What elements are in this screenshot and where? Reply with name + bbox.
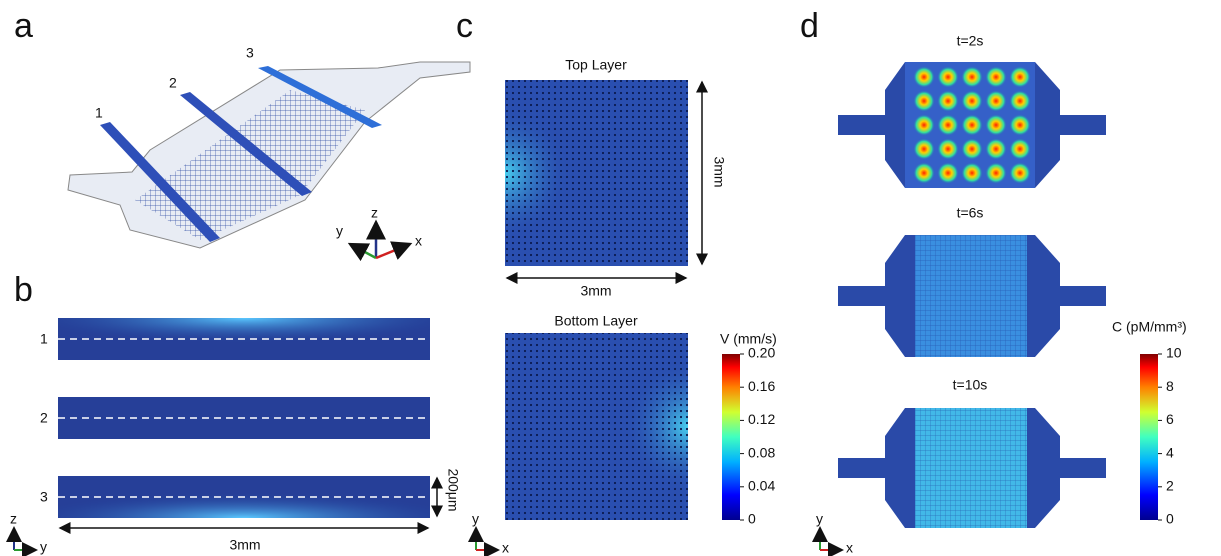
axis-arrow: [376, 244, 410, 258]
concentration-spot: [1009, 114, 1031, 136]
panel-b: b 1 2 3 200μm 3mm z y: [10, 271, 461, 555]
dimension-label: 3mm: [580, 283, 611, 299]
colorbar-tick-label: 10: [1166, 345, 1182, 361]
concentration-spot: [1009, 90, 1031, 112]
channel-label: 2: [169, 75, 177, 91]
channel-label: 1: [40, 331, 48, 347]
concentration-spot: [1009, 162, 1031, 184]
dimension-label: 3mm: [711, 156, 727, 187]
concentration-spot: [937, 90, 959, 112]
axis-label: y: [40, 539, 47, 555]
axis-label: x: [846, 540, 853, 556]
colorbar-tick-label: 0: [748, 511, 756, 527]
panel-label: d: [800, 7, 819, 45]
axis-arrow: [350, 244, 376, 258]
concentration-spot: [913, 162, 935, 184]
concentration-spot: [937, 114, 959, 136]
concentration-spot: [913, 114, 935, 136]
channel-label: 3: [246, 45, 254, 61]
axis-label: x: [415, 233, 422, 249]
colorbar-tick-label: 2: [1166, 478, 1174, 494]
colorbar-tick-label: 0.20: [748, 345, 775, 361]
axis-label: y: [472, 511, 479, 527]
concentration-spot: [1009, 66, 1031, 88]
colorbar-tick-label: 0.04: [748, 478, 775, 494]
colorbar-tick-label: 4: [1166, 444, 1174, 460]
figure: a 1 2 3 z y x b 1 2 3 200μm 3mm z y c To…: [0, 0, 1221, 556]
concentration-spot: [937, 66, 959, 88]
colorbar: [1140, 354, 1158, 520]
pillar-array: [505, 333, 688, 520]
colorbar: [722, 354, 740, 520]
dimension-label: 200μm: [445, 468, 461, 511]
time-label: t=10s: [953, 377, 988, 393]
colorbar-title: C (pM/mm³): [1112, 319, 1187, 335]
concentration-spot: [985, 114, 1007, 136]
axis-label: z: [10, 511, 17, 527]
concentration-spot: [913, 90, 935, 112]
pillar-grid: [915, 235, 1027, 357]
axis-label: y: [816, 511, 823, 527]
colorbar-tick-label: 0.12: [748, 411, 775, 427]
axis-label: y: [336, 223, 343, 239]
concentration-spot: [913, 138, 935, 160]
channel-label: 2: [40, 410, 48, 426]
colorbar-tick-label: 0.16: [748, 378, 775, 394]
concentration-spot: [937, 162, 959, 184]
pillar-grid: [915, 408, 1027, 528]
concentration-spot: [985, 138, 1007, 160]
layer-title: Bottom Layer: [554, 313, 638, 329]
colorbar-tick-label: 8: [1166, 378, 1174, 394]
layer-title: Top Layer: [565, 57, 627, 73]
panel-label: c: [456, 7, 473, 45]
channel-label: 3: [40, 489, 48, 505]
colorbar-tick-label: 0: [1166, 511, 1174, 527]
concentration-spot: [961, 162, 983, 184]
concentration-spot: [961, 114, 983, 136]
concentration-spot: [985, 162, 1007, 184]
axis-label: x: [502, 540, 509, 556]
pillar-array: [505, 80, 688, 266]
axis-label: z: [371, 205, 378, 221]
channel-label: 1: [95, 105, 103, 121]
panel-label: b: [14, 271, 33, 309]
concentration-spot: [961, 138, 983, 160]
time-label: t=6s: [957, 205, 984, 221]
concentration-spot: [985, 90, 1007, 112]
concentration-spot: [1009, 138, 1031, 160]
concentration-spot: [913, 66, 935, 88]
concentration-spot: [961, 66, 983, 88]
panel-label: a: [14, 7, 33, 45]
panel-a: a 1 2 3 z y x: [14, 7, 470, 258]
dimension-label: 3mm: [229, 537, 260, 553]
concentration-spot: [961, 90, 983, 112]
concentration-spot: [937, 138, 959, 160]
concentration-spot: [985, 66, 1007, 88]
panel-c: c Top Layer 3mm 3mm Bottom Layer V (mm/s…: [456, 7, 777, 556]
time-label: t=2s: [957, 33, 984, 49]
colorbar-tick-label: 6: [1166, 411, 1174, 427]
panel-d: d t=2s t=6s t=10s C (pM/mm³) y x: [800, 7, 1187, 556]
colorbar-tick-label: 0.08: [748, 444, 775, 460]
